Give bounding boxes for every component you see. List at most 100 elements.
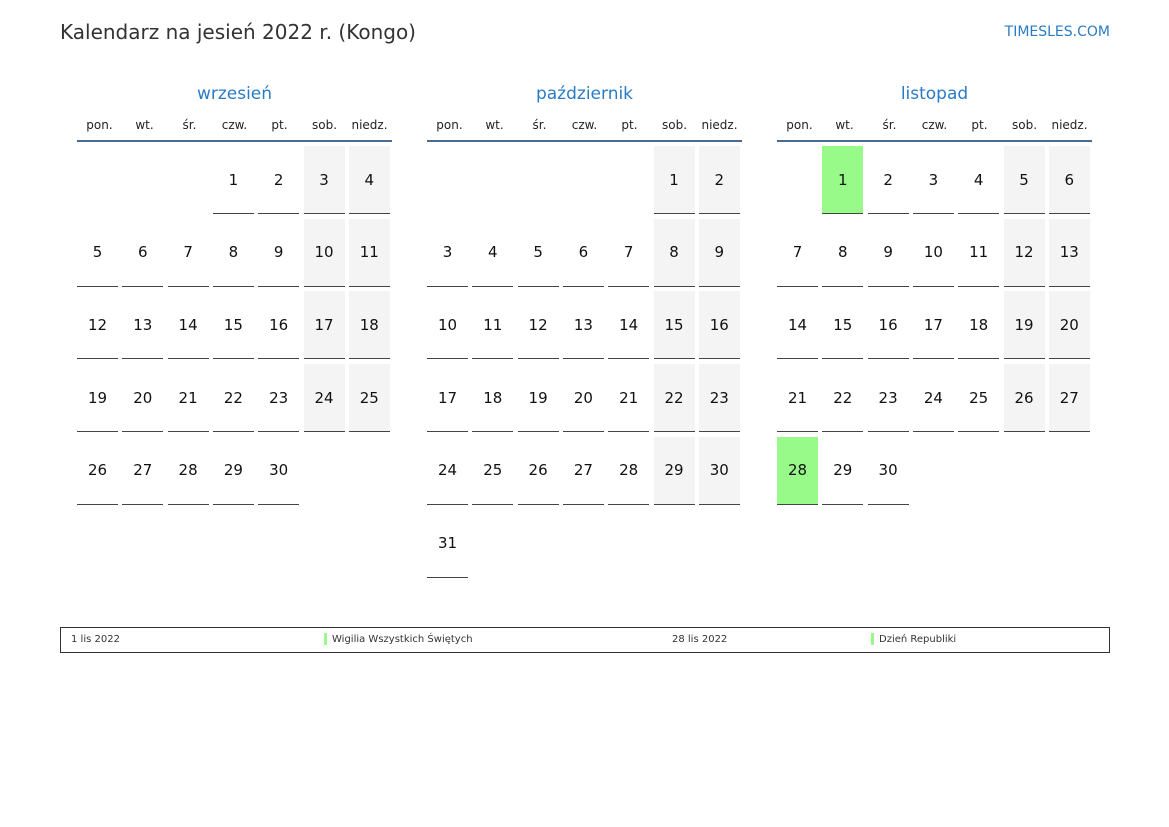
header-divider — [77, 140, 392, 142]
day-cell[interactable]: 28 — [777, 436, 818, 505]
day-cell[interactable]: 10 — [912, 219, 954, 287]
day-cell[interactable]: 7 — [777, 219, 818, 287]
day-cell[interactable]: 21 — [608, 364, 650, 433]
day-cell[interactable]: 7 — [167, 219, 209, 287]
day-cell[interactable]: 1 — [653, 146, 695, 214]
day-cell[interactable]: 28 — [167, 437, 209, 505]
day-cell[interactable]: 29 — [653, 436, 695, 505]
day-cell[interactable]: 19 — [77, 364, 118, 433]
weekday-label: czw. — [921, 118, 948, 132]
day-cell[interactable]: 13 — [562, 291, 604, 360]
day-cell[interactable]: 18 — [348, 291, 390, 360]
weekday-label: czw. — [571, 118, 598, 132]
day-cell[interactable]: 4 — [348, 146, 390, 214]
day-cell[interactable]: 9 — [698, 218, 740, 287]
day-cell[interactable]: 15 — [822, 291, 864, 360]
day-cell[interactable]: 8 — [212, 219, 254, 287]
day-cell[interactable]: 10 — [427, 291, 468, 360]
day-cell[interactable]: 10 — [303, 218, 345, 287]
day-cell[interactable]: 3 — [303, 146, 345, 214]
day-cell[interactable]: 11 — [958, 219, 1000, 287]
day-cell[interactable]: 30 — [698, 436, 740, 505]
day-cell[interactable]: 27 — [122, 437, 164, 505]
month-0: wrzesień pon. wt. śr. czw. pt. sob. niedz. 1 2 3 4 5… — [77, 84, 392, 505]
day-cell[interactable]: 31 — [427, 510, 468, 578]
day-cell[interactable]: 4 — [958, 146, 1000, 214]
day-cell[interactable]: 19 — [1003, 291, 1045, 360]
day-cell[interactable]: 24 — [427, 437, 468, 505]
weekday-label: wt. — [135, 118, 154, 132]
day-cell[interactable]: 24 — [303, 364, 345, 433]
day-cell[interactable]: 23 — [258, 364, 300, 433]
day-cell[interactable]: 27 — [562, 437, 604, 505]
day-cell[interactable]: 13 — [1048, 218, 1090, 287]
day-cell[interactable]: 29 — [212, 437, 254, 505]
day-cell[interactable]: 5 — [517, 219, 559, 287]
day-cell[interactable]: 13 — [122, 291, 164, 360]
header-divider — [427, 140, 742, 142]
day-cell[interactable]: 18 — [958, 291, 1000, 360]
day-cell[interactable]: 16 — [258, 291, 300, 360]
day-cell[interactable]: 8 — [653, 218, 695, 287]
day-cell[interactable]: 1 — [822, 146, 864, 214]
day-cell[interactable]: 17 — [303, 291, 345, 360]
day-cell[interactable]: 26 — [77, 437, 118, 505]
day-cell[interactable]: 3 — [912, 146, 954, 214]
day-cell[interactable]: 14 — [608, 291, 650, 360]
day-cell[interactable]: 12 — [77, 291, 118, 360]
day-cell[interactable]: 23 — [867, 364, 909, 433]
day-cell[interactable]: 11 — [472, 291, 514, 360]
day-cell[interactable]: 21 — [777, 364, 818, 433]
day-cell[interactable]: 22 — [212, 364, 254, 433]
day-cell[interactable]: 24 — [912, 364, 954, 433]
day-cell[interactable]: 5 — [1003, 146, 1045, 214]
day-cell[interactable]: 30 — [258, 437, 300, 505]
day-cell[interactable]: 3 — [427, 219, 468, 287]
day-cell[interactable]: 12 — [1003, 218, 1045, 287]
day-cell[interactable]: 22 — [822, 364, 864, 433]
day-cell[interactable]: 17 — [912, 291, 954, 360]
day-cell[interactable]: 23 — [698, 364, 740, 433]
day-cell[interactable]: 14 — [777, 291, 818, 360]
day-cell[interactable]: 15 — [653, 291, 695, 360]
day-cell[interactable]: 1 — [212, 146, 254, 214]
day-cell[interactable]: 19 — [517, 364, 559, 433]
day-cell[interactable]: 30 — [867, 437, 909, 505]
day-cell[interactable]: 26 — [517, 437, 559, 505]
day-cell[interactable]: 2 — [867, 146, 909, 214]
day-cell[interactable]: 4 — [472, 219, 514, 287]
day-cell[interactable]: 11 — [348, 218, 390, 287]
weekday-label: pt. — [621, 118, 638, 132]
day-cell[interactable]: 26 — [1003, 364, 1045, 433]
day-cell[interactable]: 28 — [608, 437, 650, 505]
day-cell[interactable]: 22 — [653, 364, 695, 433]
day-cell[interactable]: 17 — [427, 364, 468, 433]
day-cell[interactable]: 25 — [472, 437, 514, 505]
day-cell[interactable]: 12 — [517, 291, 559, 360]
day-cell[interactable]: 20 — [122, 364, 164, 433]
day-cell[interactable]: 20 — [562, 364, 604, 433]
day-cell[interactable]: 20 — [1048, 291, 1090, 360]
day-cell[interactable]: 16 — [698, 291, 740, 360]
day-cell[interactable]: 9 — [258, 219, 300, 287]
day-cell[interactable]: 2 — [258, 146, 300, 214]
brand-link[interactable]: TIMESLES.COM — [1004, 24, 1110, 40]
day-cell[interactable]: 5 — [77, 219, 118, 287]
day-cell[interactable]: 8 — [822, 219, 864, 287]
day-cell[interactable]: 16 — [867, 291, 909, 360]
day-cell[interactable]: 2 — [698, 146, 740, 214]
day-cell[interactable]: 21 — [167, 364, 209, 433]
day-cell[interactable]: 9 — [867, 219, 909, 287]
day-cell[interactable]: 27 — [1048, 364, 1090, 433]
day-cell[interactable]: 7 — [608, 219, 650, 287]
day-cell[interactable]: 6 — [122, 219, 164, 287]
day-cell[interactable]: 15 — [212, 291, 254, 360]
day-cell[interactable]: 29 — [822, 437, 864, 505]
day-cell[interactable]: 6 — [1048, 146, 1090, 214]
day-cell[interactable]: 6 — [562, 219, 604, 287]
holiday-legend: 1 lis 2022 Wigilia Wszystkich Świętych 2… — [60, 627, 1110, 653]
day-cell[interactable]: 14 — [167, 291, 209, 360]
day-cell[interactable]: 18 — [472, 364, 514, 433]
day-cell[interactable]: 25 — [348, 364, 390, 433]
day-cell[interactable]: 25 — [958, 364, 1000, 433]
